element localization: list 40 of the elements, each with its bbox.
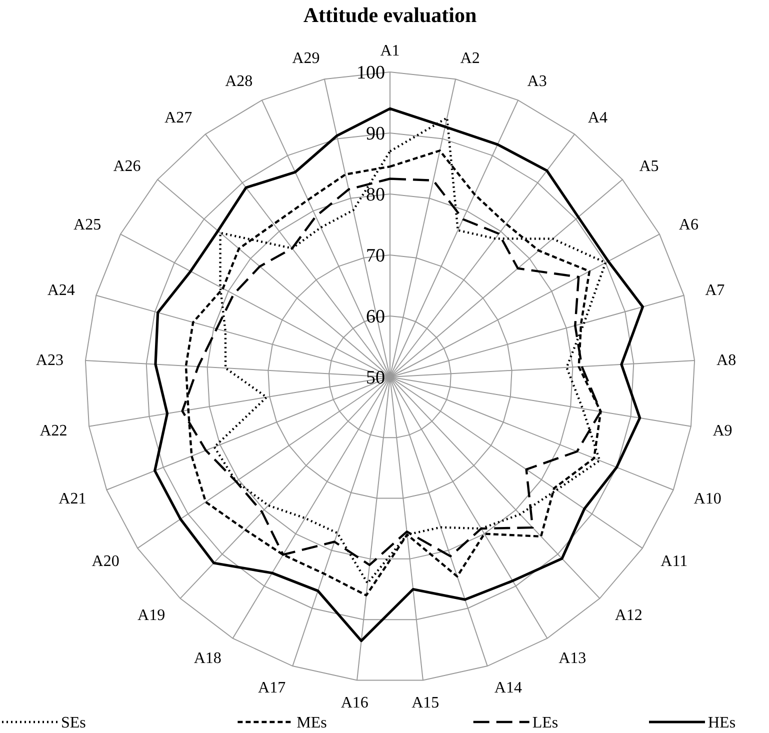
spoke-label: A5	[639, 158, 659, 175]
spoke-label: A12	[614, 607, 642, 624]
spoke-label: A19	[138, 607, 166, 624]
spoke-label: A17	[258, 679, 286, 696]
spoke-label: A26	[113, 158, 141, 175]
spoke-label: A25	[74, 216, 102, 234]
legend-label: HEs	[708, 714, 736, 732]
spoke-label: A2	[460, 50, 480, 68]
spoke-label: A6	[678, 216, 698, 234]
spoke-label: A14	[494, 679, 522, 696]
spoke-label: A4	[588, 109, 608, 126]
spoke-label: A21	[58, 490, 86, 508]
spoke-label: A9	[712, 422, 732, 440]
spoke-label: A16	[340, 694, 368, 712]
spoke-label: A7	[705, 282, 725, 300]
spoke-label: A11	[660, 553, 688, 570]
spoke-label: A28	[225, 72, 253, 90]
spoke-label: A18	[194, 650, 222, 667]
legend-label: SEs	[61, 714, 86, 732]
spoke-label: A27	[164, 109, 192, 126]
spoke-label: A1	[380, 42, 400, 60]
y-tick-label: 60	[366, 306, 385, 328]
y-tick-label: 70	[366, 246, 385, 267]
legend-label: LEs	[532, 714, 558, 732]
spoke-label: A13	[558, 650, 586, 667]
spoke-label: A8	[716, 352, 736, 369]
legend-label: MEs	[296, 714, 327, 732]
y-tick-label: 50	[366, 368, 385, 389]
spoke-label: A29	[292, 50, 320, 68]
y-tick-label: 90	[366, 124, 385, 145]
spoke-label: A24	[47, 282, 75, 300]
y-tick-label: 100	[356, 62, 385, 84]
spoke-label: A22	[40, 422, 68, 440]
spoke-label: A20	[92, 553, 120, 570]
chart-title: Attitude evaluation	[303, 3, 477, 27]
y-tick-label: 80	[366, 184, 385, 206]
spoke-label: A10	[694, 490, 722, 508]
spoke-label: A23	[36, 352, 64, 369]
spoke-label: A3	[527, 72, 547, 90]
spoke-label: A15	[412, 694, 440, 712]
